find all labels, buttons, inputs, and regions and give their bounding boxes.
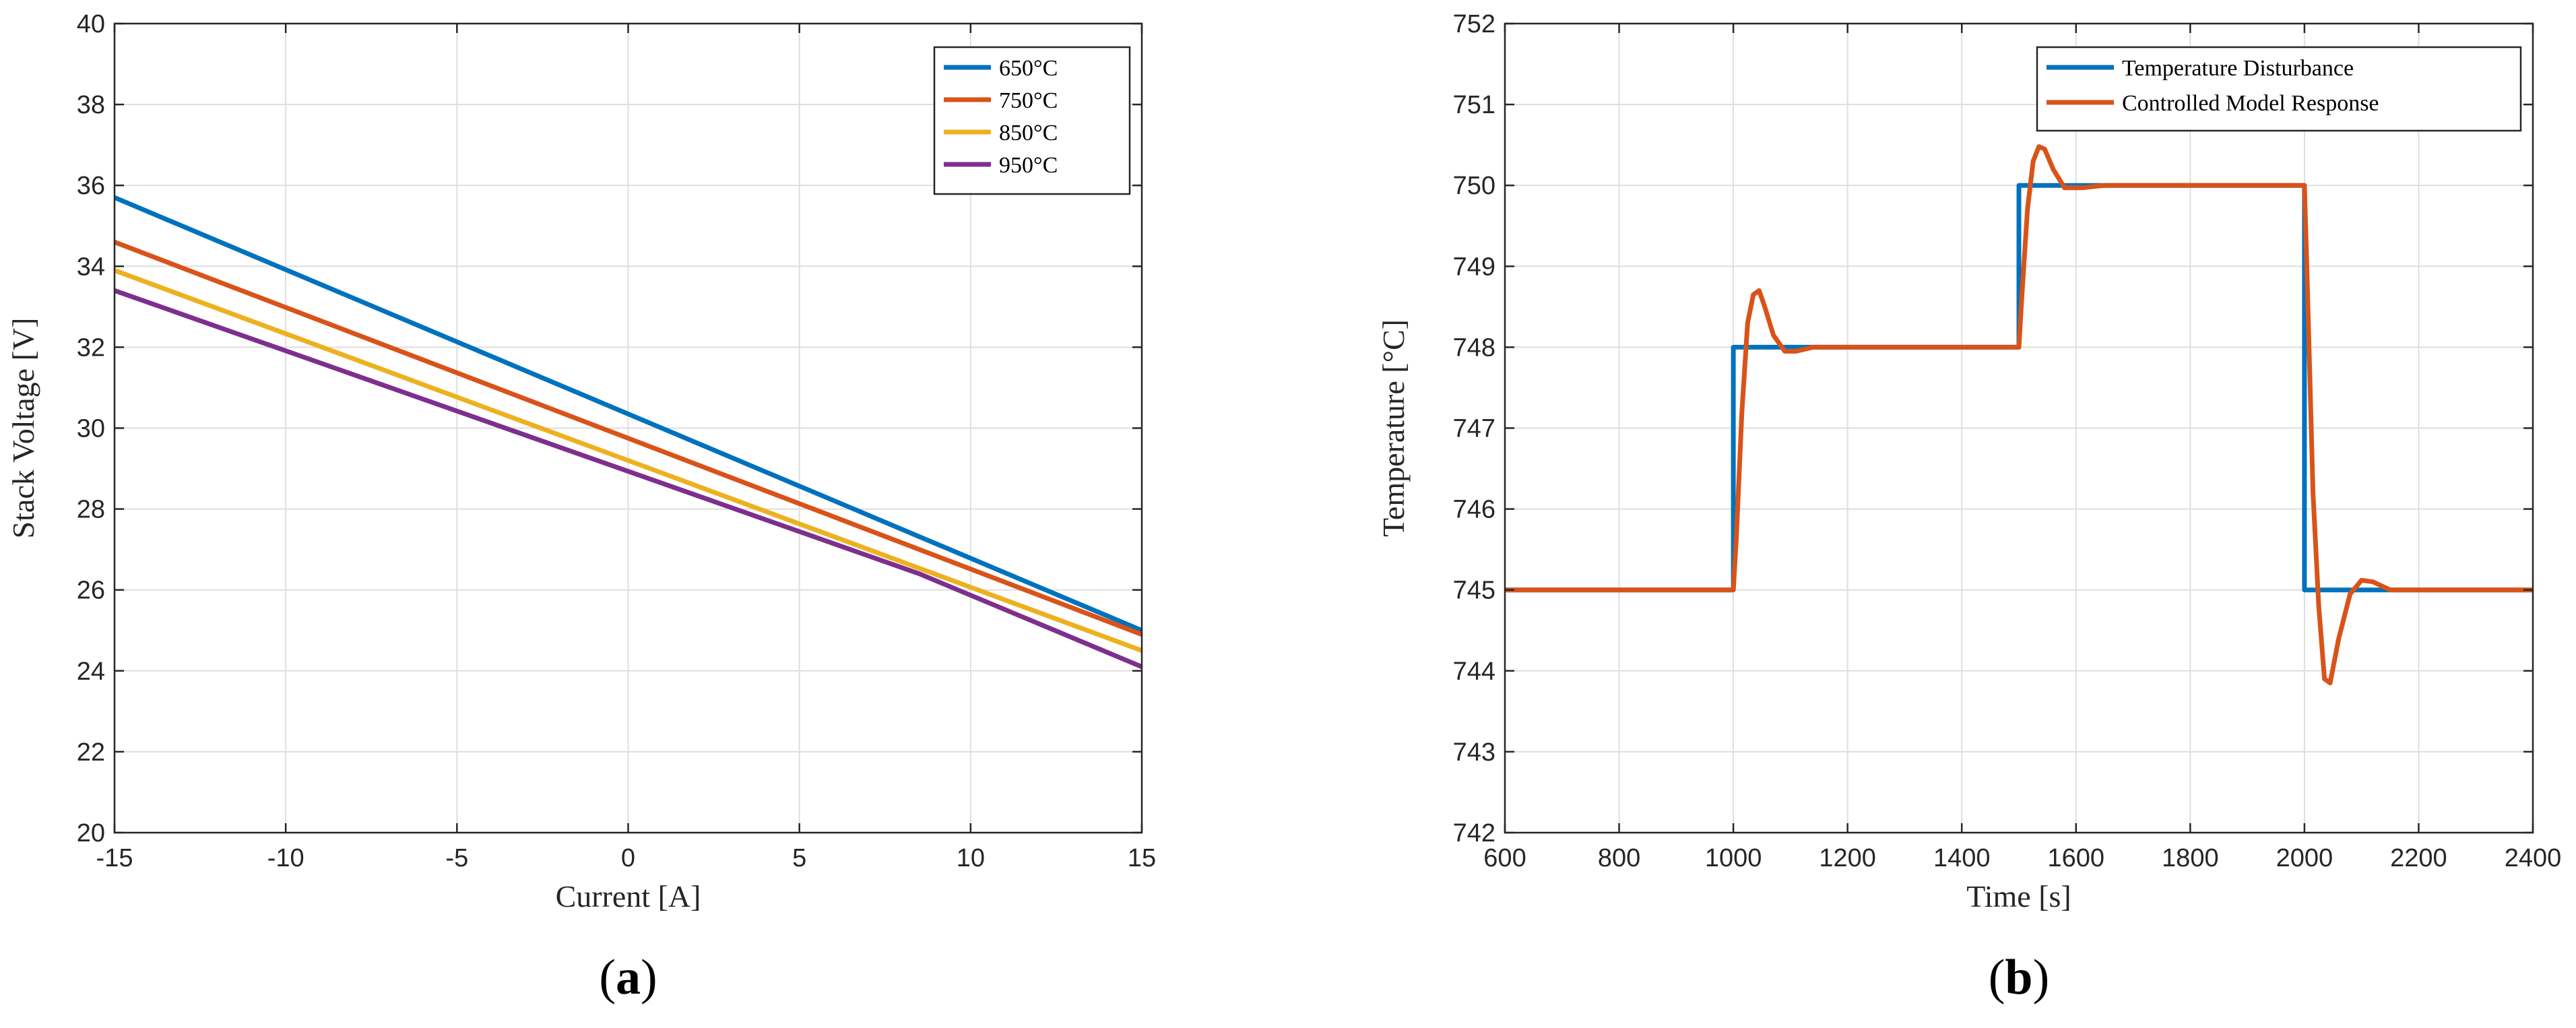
y-tick-label: 744 [1453,657,1495,686]
x-tick-label: 15 [1128,844,1156,872]
x-axis-label: Current [A] [556,879,701,913]
y-tick-label: 748 [1453,333,1495,362]
x-tick-label: 1200 [1819,844,1876,872]
panel-label-letter: a [616,950,641,1005]
y-tick-label: 28 [77,496,105,524]
x-tick-label: -15 [96,844,133,872]
x-tick-label: 5 [792,844,806,872]
legend: 650°C 750°C 850°C 950°C [933,46,1131,195]
x-tick-label: 10 [957,844,985,872]
y-tick-label: 26 [77,577,105,605]
panel-label: (b) [1989,950,2049,1005]
x-tick-label: 2200 [2390,844,2447,872]
y-tick-label: 22 [77,738,105,767]
y-tick-label: 36 [77,172,105,200]
y-tick-label: 749 [1453,253,1495,281]
panel-label: (a) [599,950,657,1005]
y-axis-label: Stack Voltage [V] [6,318,40,539]
legend-entry-2: Controlled Model Response [2122,91,2379,116]
x-tick-label: 0 [621,844,635,872]
legend-entry-1: 650°C [999,56,1058,81]
y-tick-label: 34 [77,253,105,281]
series-line-2 [1505,144,2533,686]
y-tick-label: 752 [1453,10,1495,38]
legend-entry-1: Temperature Disturbance [2122,56,2354,81]
y-tick-label: 38 [77,91,105,119]
y-tick-label: 743 [1453,738,1495,767]
legend-box [933,46,1131,195]
y-tick-label: 751 [1453,91,1495,119]
x-axis-label: Time [s] [1966,879,2071,913]
x-tick-label: 2400 [2505,844,2562,872]
series-line-2 [113,240,1143,637]
y-tick-label: 32 [77,333,105,362]
y-tick-label: 742 [1453,819,1495,847]
x-tick-label: 1800 [2162,844,2219,872]
series-line-1 [113,195,1143,633]
chart-a: -15 -10 -5 0 5 10 15 20 22 24 26 28 30 32 34 36 38 40 Curr… [6,10,1156,1005]
x-tick-label: -10 [267,844,304,872]
y-tick-label: 24 [77,657,105,686]
legend-entry-2: 750°C [999,88,1058,113]
legend-entry-3: 850°C [999,121,1058,146]
y-tick-label: 40 [77,10,105,38]
panel-label-open: ( [599,950,616,1005]
x-tick-label: -5 [445,844,468,872]
x-tick-label: 1400 [1933,844,1991,872]
y-tick-label: 20 [77,819,105,847]
legend-box [2036,46,2522,132]
x-tick-label: 1000 [1705,844,1762,872]
panel-label-close: ) [641,950,657,1005]
y-axis-label: Temperature [°C] [1376,319,1411,537]
chart-b: 600 800 1000 1200 1400 1600 1800 2000 2200 2400 74… [1376,10,2561,1005]
x-tick-label: 600 [1483,844,1526,872]
y-tick-label: 750 [1453,172,1495,200]
y-tick-label: 747 [1453,415,1495,443]
legend: Temperature Disturbance Controlled Model … [2036,46,2522,132]
series-line-3 [113,268,1143,653]
series-line-4 [113,288,1143,670]
legend-entry-4: 950°C [999,153,1058,178]
panel-label-open: ( [1989,950,2005,1005]
y-tick-label: 30 [77,415,105,443]
y-tick-label: 746 [1453,496,1495,524]
x-tick-label: 800 [1598,844,1640,872]
panel-label-close: ) [2033,950,2050,1005]
panel-label-letter: b [2005,950,2032,1005]
x-tick-label: 2000 [2276,844,2333,872]
y-tick-label: 745 [1453,577,1495,605]
x-tick-label: 1600 [2048,844,2105,872]
